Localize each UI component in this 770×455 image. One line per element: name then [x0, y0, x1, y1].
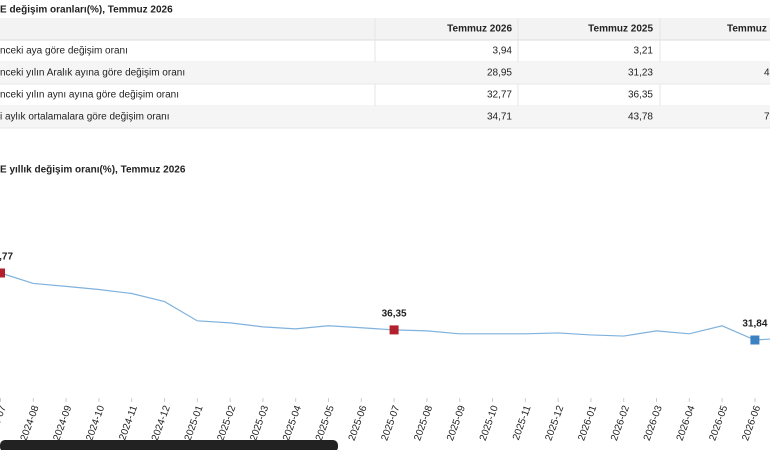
cell: 36,35	[628, 90, 653, 101]
series-line	[1, 273, 770, 340]
cell: 31,23	[628, 68, 653, 79]
cell: 7	[764, 112, 770, 123]
x-tick-label: 2024-11	[117, 404, 140, 442]
point-marker	[390, 325, 399, 334]
cell: 32,77	[487, 90, 512, 101]
x-tick-label: 2025-07	[380, 404, 403, 443]
cell: 34,71	[487, 112, 512, 123]
x-tick-label: 2025-04	[281, 404, 304, 443]
x-tick-label: 2025-03	[248, 404, 271, 443]
data-label: 31,84	[742, 319, 767, 330]
point-marker	[750, 336, 759, 345]
cell: 3,21	[634, 46, 654, 57]
x-tick-label: 2026-02	[609, 404, 632, 443]
row-label: nceki yılın aynı ayına göre değişim oran…	[0, 90, 179, 101]
x-tick-label: 2026-03	[642, 404, 665, 443]
cell: 43,78	[628, 112, 653, 123]
x-tick-label: 2026-05	[708, 404, 731, 443]
x-tick-label: 2026-01	[576, 404, 599, 443]
x-tick-label: 2025-11	[511, 404, 534, 442]
x-tick-label: 2025-02	[216, 404, 239, 443]
data-label: 36,35	[382, 309, 407, 320]
x-tick-label: 2025-10	[478, 404, 501, 443]
table-title: E değişim oranları(%), Temmuz 2026	[0, 5, 173, 16]
header-bg	[0, 18, 770, 40]
x-tick-label: 2025-09	[445, 404, 468, 443]
cell: 28,95	[487, 68, 512, 79]
x-tick-label: 2024-12	[150, 404, 173, 443]
x-tick-label: 2025-06	[347, 404, 370, 443]
x-tick-label: 2025-05	[314, 404, 337, 443]
x-tick-label: 2024-07	[0, 404, 9, 443]
row-label: i aylık ortalamalara göre değişim oranı	[0, 112, 170, 123]
point-marker	[0, 269, 5, 278]
header-cell: Temmuz 2026	[447, 24, 512, 35]
header-cell: Temmuz 2	[727, 24, 770, 35]
x-tick-label: 2025-01	[183, 404, 206, 443]
data-label: 61,77	[0, 252, 13, 263]
x-tick-label: 2025-12	[544, 404, 567, 443]
row-label: nceki aya göre değişim oranı	[0, 46, 128, 57]
x-tick-label: 2024-09	[52, 404, 75, 443]
chart-title: E yıllık değişim oranı(%), Temmuz 2026	[0, 165, 186, 176]
x-tick-label: 2026-06	[740, 404, 763, 443]
cell: 3,94	[493, 46, 513, 57]
x-tick-label: 2025-08	[412, 404, 435, 443]
header-cell: Temmuz 2025	[588, 24, 653, 35]
cell: 4	[764, 68, 770, 79]
x-tick-label: 2024-08	[19, 404, 42, 443]
row-label: nceki yılın Aralık ayına göre değişim or…	[0, 68, 185, 79]
x-tick-label: 2024-10	[84, 404, 107, 443]
x-tick-label: 2026-04	[675, 404, 698, 443]
